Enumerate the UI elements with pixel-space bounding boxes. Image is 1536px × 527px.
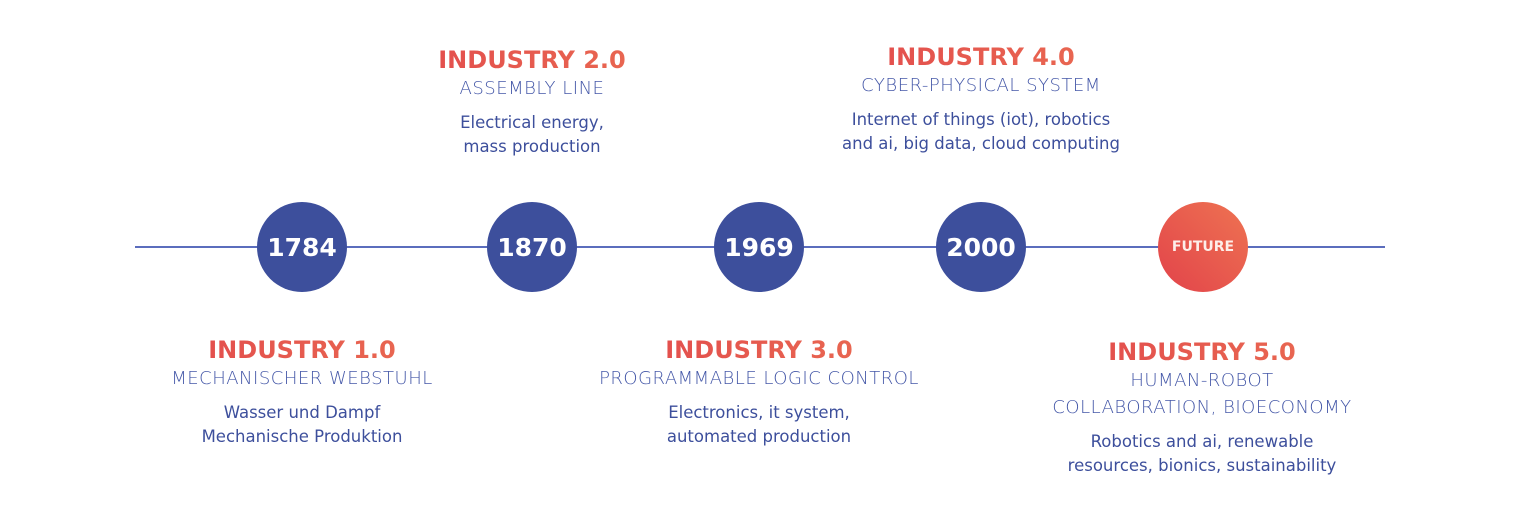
stage-title: INDUSTRY 4.0 [771,42,1191,72]
stage-description: Wasser und Dampf Mechanische Produktion [92,401,512,449]
subtitle-line: COLLABORATION, BIOECONOMY [1052,397,1352,418]
subtitle-line: HUMAN-ROBOT [1130,370,1274,391]
timeline-node-future: FUTURE [1158,202,1248,292]
desc-line: resources, bionics, sustainability [1067,456,1337,475]
timeline-node-2000: 2000 [936,202,1026,292]
stage-title: INDUSTRY 5.0 [992,337,1412,367]
desc-line: Wasser und Dampf [223,403,381,422]
stage-description: Robotics and ai, renewable resources, bio… [992,430,1412,478]
desc-line: automated production [666,427,852,446]
timeline-node-1784: 1784 [257,202,347,292]
desc-line: Mechanische Produktion [201,427,403,446]
timeline-node-1870: 1870 [487,202,577,292]
stage-industry-4: INDUSTRY 4.0 CYBER-PHYSICAL SYSTEM Inter… [771,42,1191,156]
desc-line: Electronics, it system, [668,403,850,422]
stage-description: Electrical energy, mass production [322,111,742,159]
desc-line: and ai, big data, cloud computing [842,134,1120,153]
desc-line: Robotics and ai, renewable [1090,432,1314,451]
stage-title: INDUSTRY 1.0 [92,335,512,365]
stage-subtitle: HUMAN-ROBOT COLLABORATION, BIOECONOMY [992,367,1412,421]
stage-subtitle: PROGRAMMABLE LOGIC CONTROL [599,368,919,389]
desc-line: Electrical energy, [460,113,604,132]
stage-description: Electronics, it system, automated product… [549,401,969,449]
stage-subtitle: ASSEMBLY LINE [459,78,605,99]
stage-industry-1: INDUSTRY 1.0 MECHANISCHER WEBSTUHL Wasse… [92,335,512,449]
stage-description: Internet of things (iot), robotics and ai… [771,108,1191,156]
stage-title: INDUSTRY 2.0 [322,45,742,75]
timeline-node-1969: 1969 [714,202,804,292]
desc-line: mass production [463,137,601,156]
stage-subtitle: CYBER-PHYSICAL SYSTEM [861,75,1101,96]
stage-title: INDUSTRY 3.0 [549,335,969,365]
stage-subtitle: MECHANISCHER WEBSTUHL [171,368,433,389]
stage-industry-2: INDUSTRY 2.0 ASSEMBLY LINE Electrical en… [322,45,742,159]
desc-line: Internet of things (iot), robotics [851,110,1111,129]
stage-industry-5: INDUSTRY 5.0 HUMAN-ROBOT COLLABORATION, B… [992,337,1412,478]
stage-industry-3: INDUSTRY 3.0 PROGRAMMABLE LOGIC CONTROL … [549,335,969,449]
